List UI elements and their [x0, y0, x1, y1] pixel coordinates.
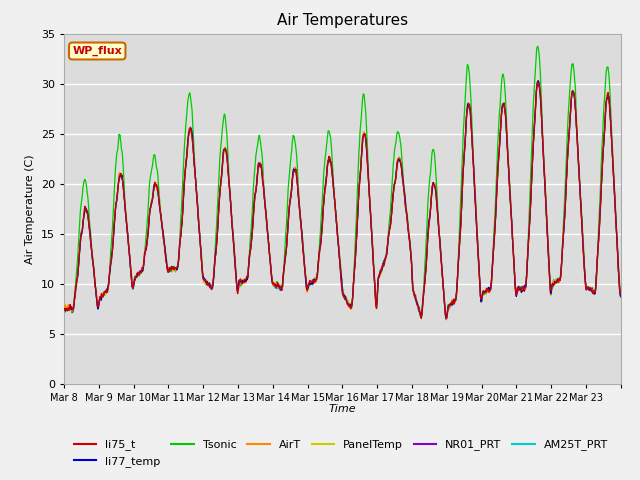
- Text: WP_flux: WP_flux: [72, 46, 122, 56]
- Title: Air Temperatures: Air Temperatures: [277, 13, 408, 28]
- Legend: li75_t, li77_temp, Tsonic, AirT, PanelTemp, NR01_PRT, AM25T_PRT: li75_t, li77_temp, Tsonic, AirT, PanelTe…: [70, 435, 612, 471]
- Y-axis label: Air Temperature (C): Air Temperature (C): [26, 154, 35, 264]
- X-axis label: Time: Time: [328, 405, 356, 414]
